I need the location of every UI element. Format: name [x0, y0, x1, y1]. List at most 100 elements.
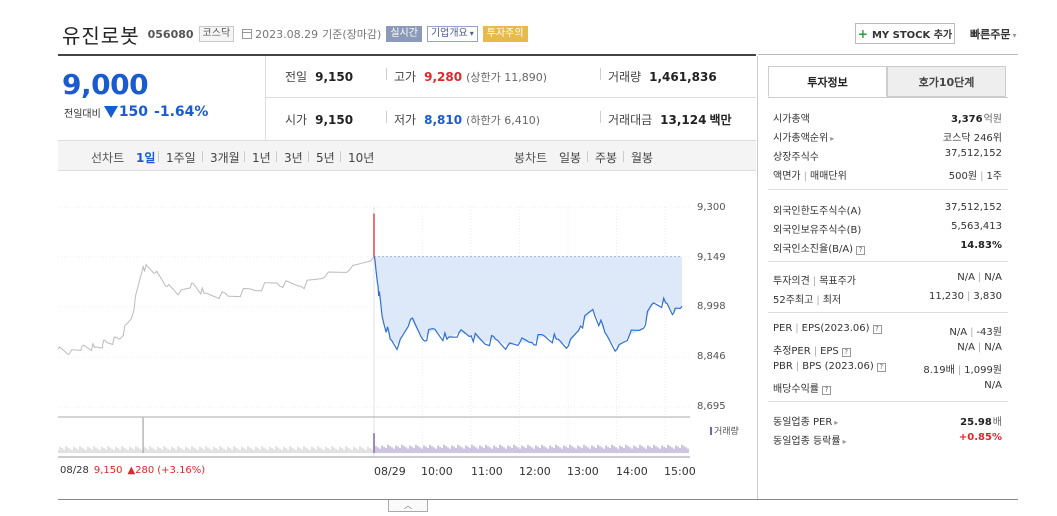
- separator: [158, 151, 159, 162]
- y-tick-label: 9,149: [697, 252, 726, 263]
- high-label: 고가: [394, 70, 417, 84]
- row-value: 500원: [948, 171, 978, 182]
- stock-name: 유진로봇: [62, 23, 140, 48]
- info-row-est-per: 추정PER | EPS? N/A | N/A: [773, 342, 1002, 357]
- amount-label: 거래대금: [608, 113, 653, 127]
- separator: [308, 151, 309, 162]
- info-row-market-cap-rank[interactable]: 시가총액순위 ▸ 코스닥 246위: [773, 129, 1002, 144]
- low-price: 저가 8,810 (하한가 6,410): [386, 111, 540, 128]
- prev-change: ▲280: [127, 465, 155, 476]
- help-icon[interactable]: ?: [841, 348, 851, 357]
- row-label: 외국인한도주식수(A): [773, 206, 862, 217]
- row-value: 코스닥 246위: [942, 133, 1002, 144]
- chevron-right-icon: ▸: [834, 418, 839, 427]
- x-tick-label: 11:00: [471, 465, 503, 478]
- row-label: 외국인보유주식수(B): [773, 225, 862, 236]
- collapse-button[interactable]: ︿: [388, 500, 428, 512]
- prev-date: 08/28: [60, 465, 89, 476]
- down-triangle-icon: [103, 106, 118, 118]
- row-value: 5,563,413: [951, 221, 1002, 232]
- trade-amount: 거래대금 13,124 백만: [600, 111, 732, 128]
- row-label: 52주최고: [773, 295, 814, 306]
- volume: 거래량 1,461,836: [600, 68, 717, 85]
- separator: [600, 68, 601, 80]
- quick-order-button[interactable]: 빠른주문 ▾: [970, 26, 1017, 42]
- x-tick-label: 13:00: [567, 465, 599, 478]
- upper-limit: (상한가 11,890): [466, 71, 547, 84]
- help-icon[interactable]: ?: [822, 386, 831, 395]
- candle-daily[interactable]: 일봉: [559, 151, 582, 165]
- help-icon[interactable]: ?: [876, 363, 886, 372]
- row-value: N/A: [949, 327, 968, 338]
- divider: [757, 56, 758, 499]
- candle-weekly[interactable]: 주봉: [595, 151, 618, 165]
- row-label: 동일업종 PER: [773, 417, 833, 428]
- info-row-foreign-ratio: 외국인소진율(B/A)? 14.83%: [773, 240, 1002, 255]
- info-row-52week: 52주최고 | 최저 11,230 | 3,830: [773, 291, 1002, 306]
- period-5y[interactable]: 5년: [316, 151, 335, 165]
- change-label: 전일대비: [64, 108, 101, 120]
- row-label: 시가총액: [773, 114, 810, 125]
- info-row-listed-shares: 상장주식수 37,512,152: [773, 148, 1002, 163]
- row-unit: 억원: [983, 114, 1002, 125]
- help-icon[interactable]: ?: [856, 246, 866, 255]
- x-tick-label: 08/29: [374, 465, 406, 478]
- company-overview-button[interactable]: 기업개요 ▾: [426, 26, 478, 42]
- info-row-face-value: 액면가 | 매매단위 500원 | 1주: [773, 167, 1002, 182]
- change-percent: -1.64%: [154, 104, 209, 120]
- period-3m[interactable]: 3개월: [210, 151, 240, 165]
- separator: [587, 151, 588, 162]
- divider: [58, 499, 1018, 500]
- prev-day-summary: 08/28 9,150 ▲280 (+3.16%): [60, 465, 205, 476]
- amount-unit: 백만: [709, 113, 732, 127]
- add-my-stock-button[interactable]: + MY STOCK 추가: [855, 23, 955, 44]
- separator: |: [795, 323, 799, 334]
- plus-icon: +: [857, 26, 868, 41]
- row-value: 14.83%: [960, 240, 1002, 251]
- chart-period-bar: 선차트 1일 1주일 3개월 1년 3년 5년 10년 봉차트 일봉 주봉 월봉: [58, 141, 756, 171]
- period-3y[interactable]: 3년: [284, 151, 303, 165]
- row-label: 추정PER: [773, 346, 811, 357]
- separator: |: [977, 272, 982, 283]
- info-row-sector-per[interactable]: 동일업종 PER ▸ 25.98배: [773, 413, 1002, 428]
- x-tick-label: 14:00: [616, 465, 648, 478]
- separator: |: [803, 171, 807, 182]
- row-value: 11,230: [928, 291, 964, 302]
- divider: [768, 189, 1008, 190]
- row-value: N/A: [984, 342, 1002, 353]
- candle-monthly[interactable]: 월봉: [631, 151, 654, 165]
- separator: |: [816, 295, 820, 306]
- separator: [386, 68, 387, 80]
- period-1y[interactable]: 1년: [252, 151, 271, 165]
- divider: [758, 54, 1018, 55]
- low-value: 8,810: [424, 113, 463, 127]
- tab-investment-info[interactable]: 투자정보: [768, 66, 887, 97]
- separator: [600, 111, 601, 123]
- row-value: N/A: [957, 342, 975, 353]
- help-icon[interactable]: ?: [872, 325, 882, 334]
- row-label: 시가총액순위: [773, 133, 829, 144]
- price-chart[interactable]: [58, 195, 698, 465]
- period-1w[interactable]: 1주일: [166, 151, 196, 165]
- chevron-down-icon: ▾: [1012, 31, 1017, 40]
- period-1d[interactable]: 1일: [136, 151, 156, 165]
- info-row-per-eps: PER | EPS(2023.06)? N/A | -43원: [773, 323, 1002, 338]
- separator: |: [980, 171, 984, 182]
- separator: [276, 151, 277, 162]
- company-overview-label: 기업개요: [430, 28, 468, 39]
- row-label: 액면가: [773, 171, 801, 182]
- row-value: 25.98: [960, 417, 992, 428]
- info-row-dividend: 배당수익률? N/A: [773, 380, 1002, 395]
- prev-change-percent: (+3.16%): [157, 465, 206, 476]
- high-value: 9,280: [424, 70, 463, 84]
- change-amount: 150: [118, 104, 149, 120]
- period-10y[interactable]: 10년: [348, 151, 375, 165]
- divider: [768, 261, 1008, 262]
- realtime-button[interactable]: 실시간: [386, 26, 422, 42]
- row-value: -43원: [976, 327, 1002, 338]
- date-suffix: 기준(장마감): [322, 28, 382, 41]
- info-row-foreign-holdings: 외국인보유주식수(B) 5,563,413: [773, 221, 1002, 236]
- info-row-sector-change[interactable]: 동일업종 등락률 ▸ +0.85%: [773, 432, 1002, 447]
- tab-order-book[interactable]: 호가10단계: [887, 66, 1006, 97]
- row-value: 37,512,152: [944, 148, 1002, 159]
